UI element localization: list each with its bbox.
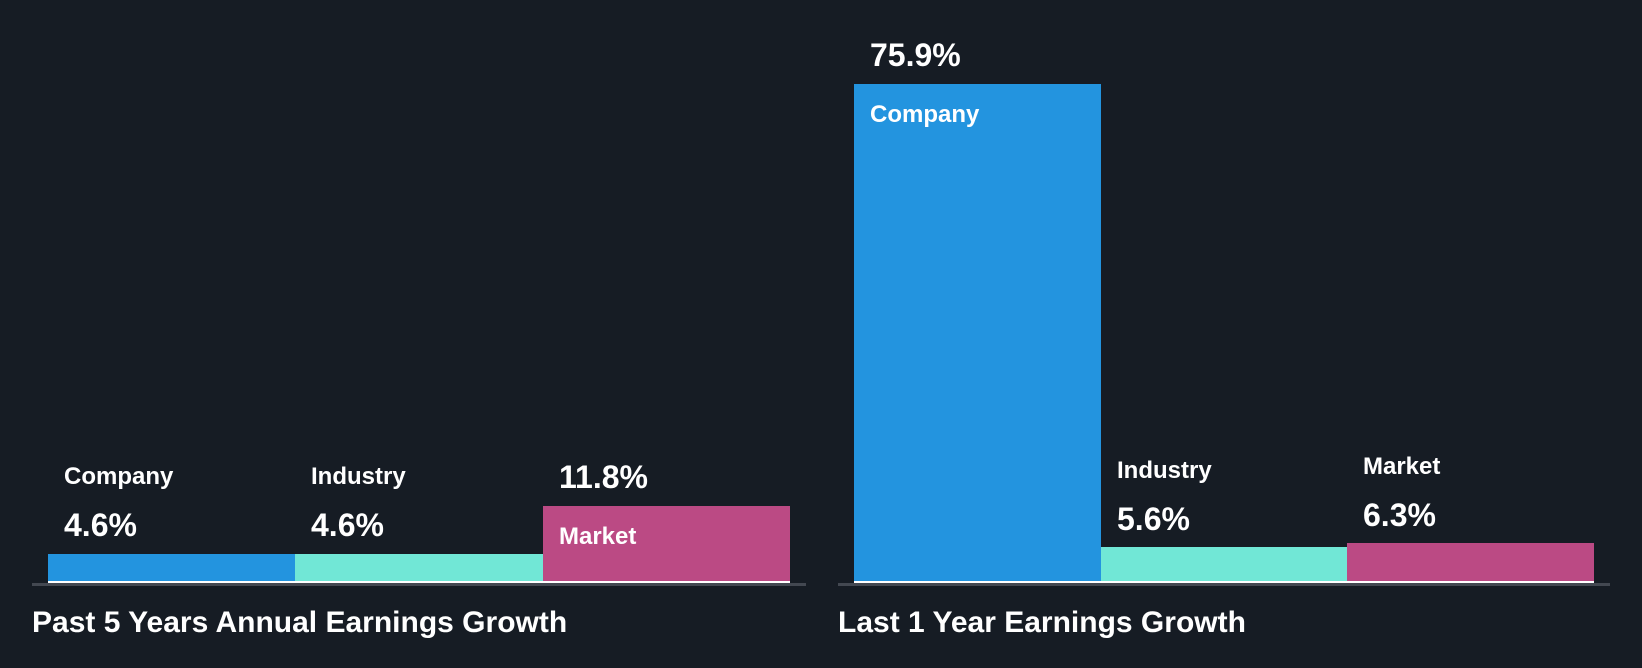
industry-bar [295, 554, 543, 582]
industry-bar [1101, 547, 1347, 582]
market-label: Market [1363, 453, 1441, 480]
past-5-years-chart: Company 4.6% Industry 4.6% 11.8% Market … [32, 459, 806, 639]
chart-title: Past 5 Years Annual Earnings Growth [32, 606, 568, 639]
bar-baseline [48, 581, 790, 583]
company-bar [48, 554, 295, 582]
company-value: 75.9% [870, 37, 961, 73]
bar-baseline [854, 581, 1594, 583]
market-bar [1347, 543, 1594, 582]
industry-value: 4.6% [311, 507, 384, 543]
chart-title: Last 1 Year Earnings Growth [838, 606, 1246, 639]
market-bar [543, 506, 790, 582]
company-value: 4.6% [64, 507, 137, 543]
industry-value: 5.6% [1117, 501, 1190, 537]
company-label: Company [64, 463, 174, 490]
market-label: Market [559, 523, 637, 550]
last-1-year-chart: 75.9% Company Industry 5.6% Market 6.3% … [821, 0, 1642, 668]
market-value: 6.3% [1363, 497, 1436, 533]
company-bar [854, 84, 1101, 582]
industry-label: Industry [311, 463, 406, 490]
market-value: 11.8% [559, 459, 648, 495]
company-label: Company [870, 101, 980, 128]
x-axis-line [838, 583, 1610, 586]
x-axis-line [32, 583, 806, 586]
industry-label: Industry [1117, 457, 1212, 484]
